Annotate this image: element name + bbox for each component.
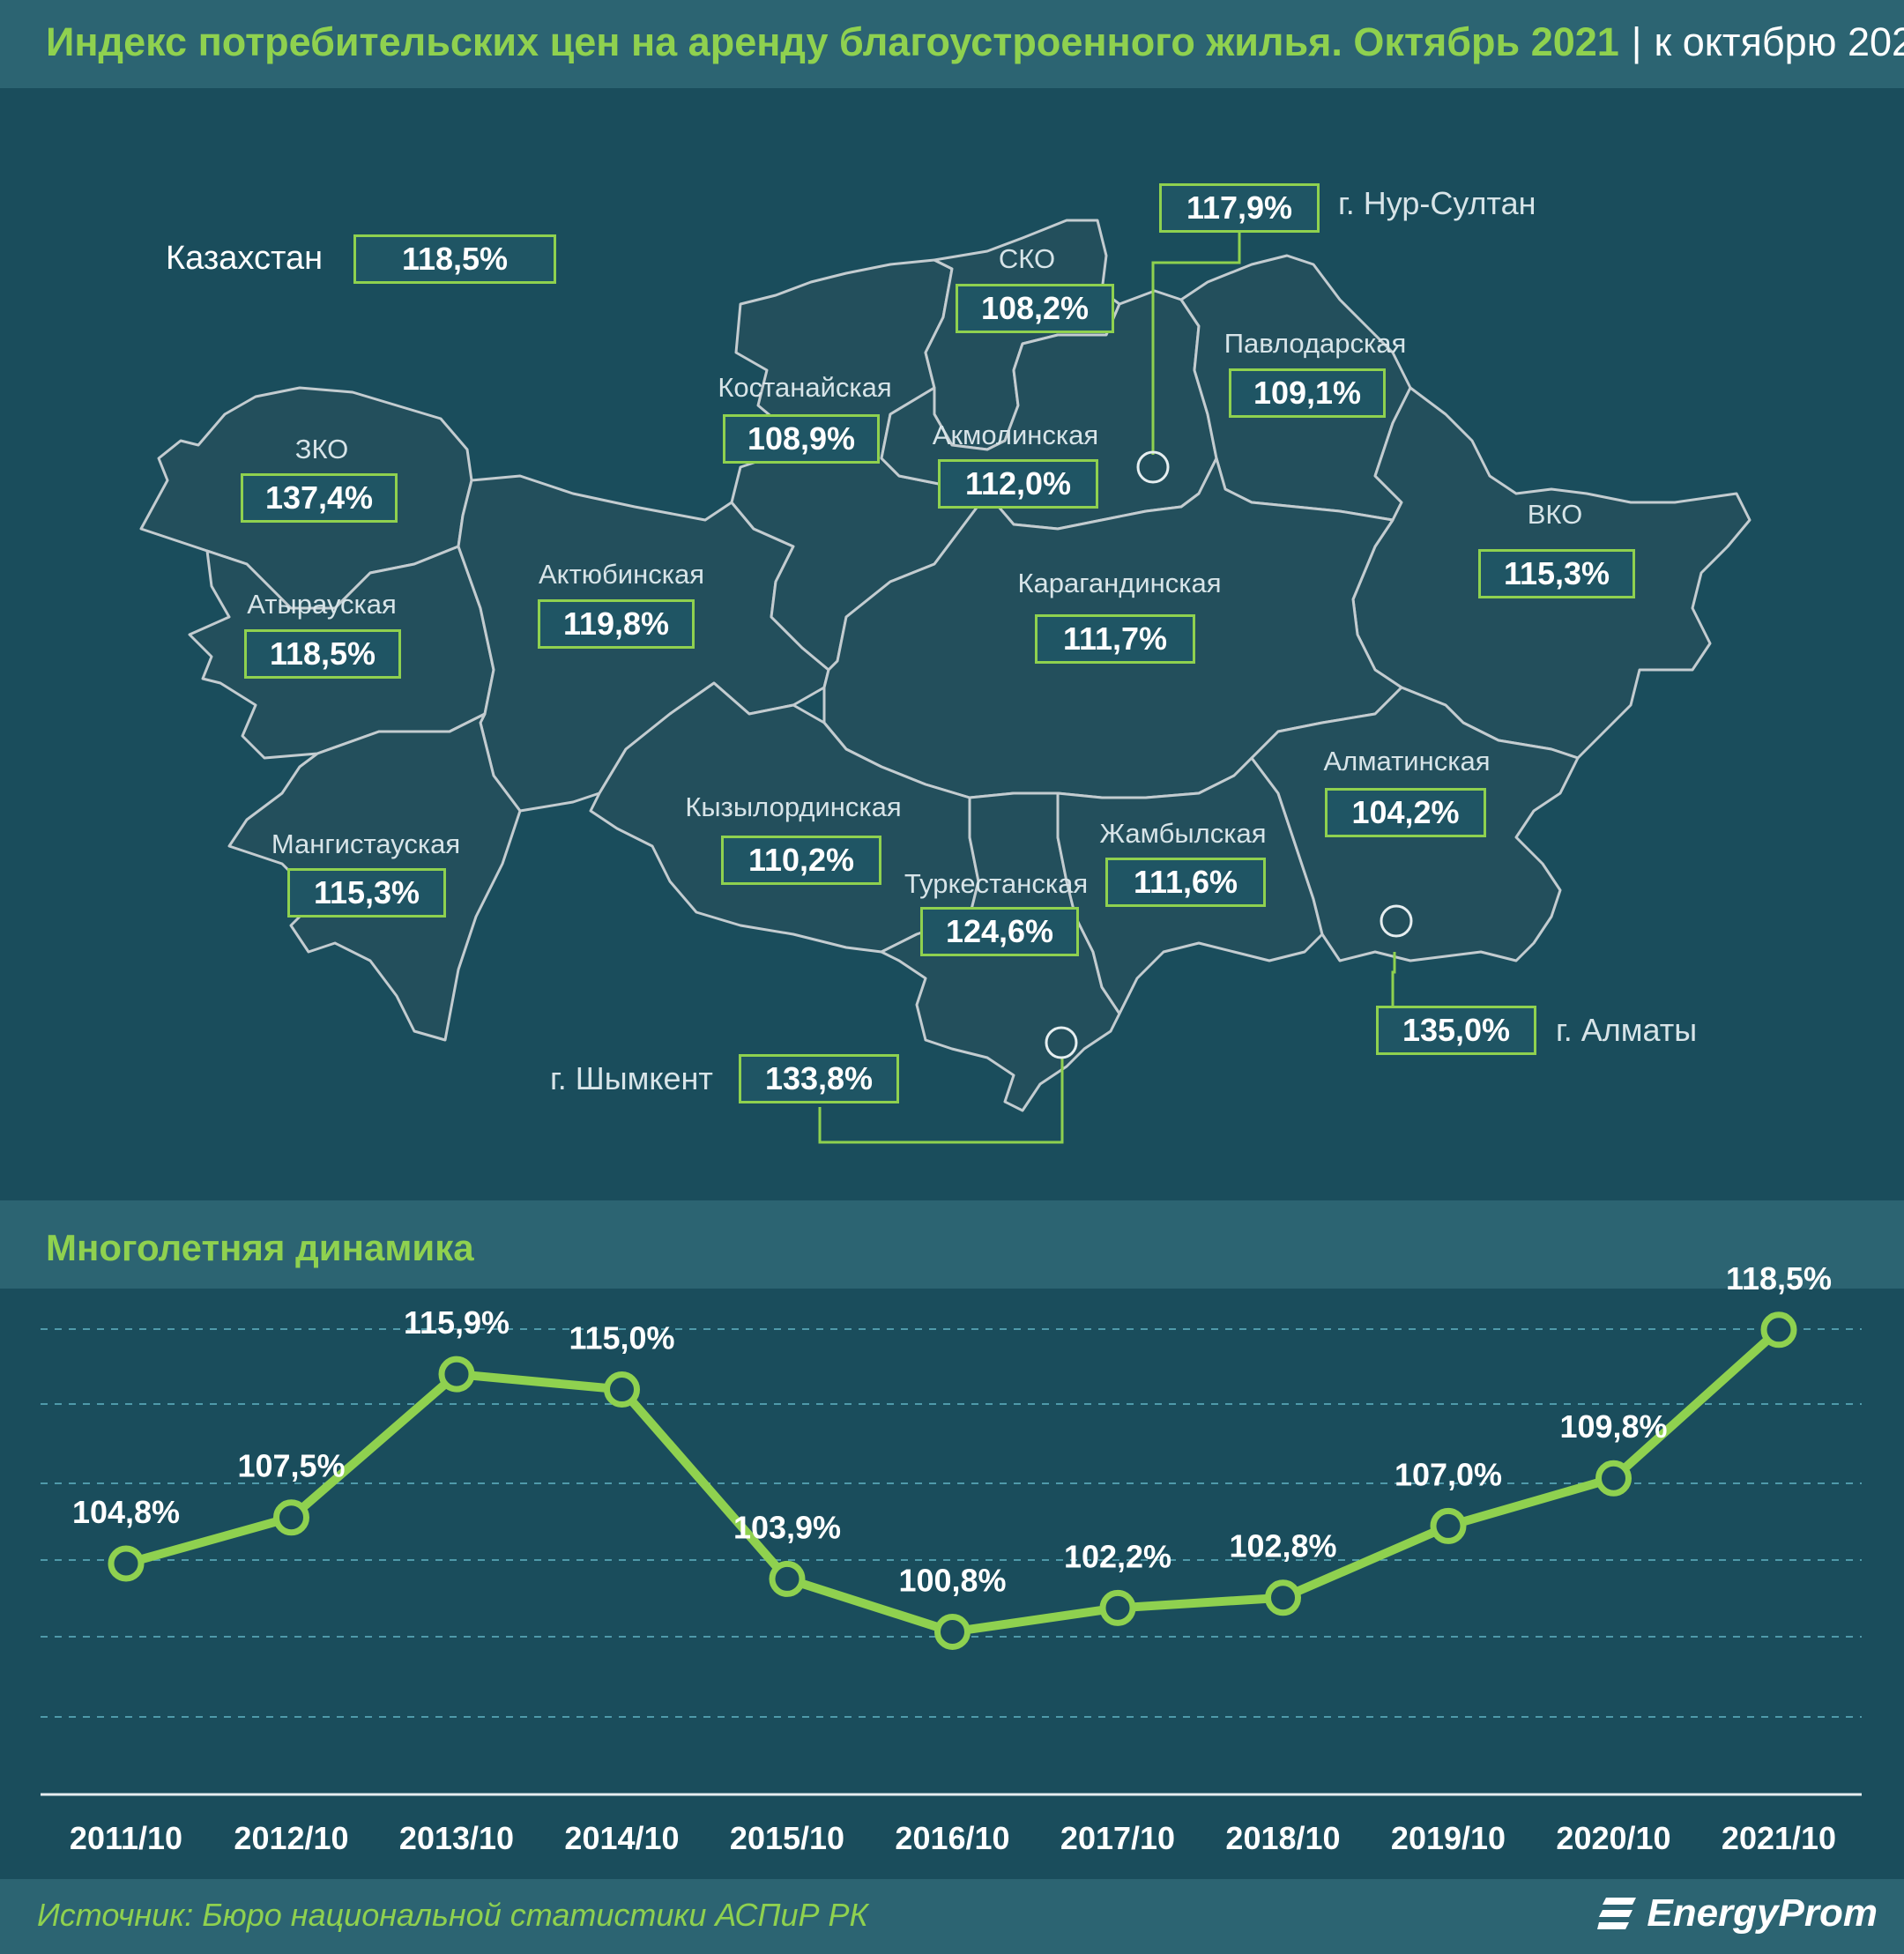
leader-almaty (1391, 952, 1396, 1007)
leader-shymkent (818, 1058, 1064, 1144)
region-label-karaganda: Карагандинская (1017, 568, 1222, 598)
section-title: Многолетняя динамика (46, 1227, 474, 1268)
region-value-pavlodar: 109,1% (1229, 368, 1386, 418)
region-value-sko: 108,2% (956, 284, 1114, 333)
x-tick-label: 2013/10 (399, 1820, 514, 1856)
data-label: 102,8% (1229, 1528, 1336, 1564)
region-label-vko: ВКО (1527, 499, 1583, 530)
footer: Источник: Бюро национальной статистики А… (0, 1879, 1904, 1954)
data-labels: 104,8% 107,5% 115,9% 115,0% 103,9% 100,8% 102,… (72, 1260, 1832, 1599)
data-label: 118,5% (1726, 1260, 1832, 1296)
kazakhstan-label: Казахстан (166, 240, 324, 277)
city-label-almaty: г. Алматы (1556, 1012, 1698, 1048)
x-tick-label: 2017/10 (1060, 1820, 1175, 1856)
data-point (604, 1371, 640, 1408)
kazakhstan-value: 118,5% (353, 234, 556, 284)
region-value-zko: 137,4% (241, 473, 398, 523)
region-value-kostanay: 108,9% (723, 414, 880, 464)
x-tick-label: 2014/10 (564, 1820, 679, 1856)
region-value-karaganda: 111,7% (1035, 614, 1195, 664)
dynamics-line-chart: 104,8% 107,5% 115,9% 115,0% 103,9% 100,8% 102,… (41, 1260, 1862, 1856)
region-label-akmola: Акмолинская (932, 420, 1099, 450)
region-value-almaty: 104,2% (1325, 788, 1486, 837)
data-label: 103,9% (733, 1509, 841, 1545)
x-tick-label: 2011/10 (70, 1820, 182, 1856)
data-point (934, 1613, 971, 1650)
title-separator: | (1631, 19, 1642, 64)
x-tick-label: 2019/10 (1391, 1820, 1506, 1856)
city-label-nur-sultan: г. Нур-Султан (1338, 185, 1536, 221)
data-point (1760, 1311, 1797, 1348)
region-label-almaty: Алматинская (1323, 746, 1491, 776)
region-label-kyzylorda: Кызылординская (685, 791, 902, 822)
almaty-marker (1380, 904, 1413, 938)
leader-nur-sultan (1151, 233, 1241, 455)
region-label-aktobe: Актюбинская (539, 559, 704, 590)
source-note: Источник: Бюро национальной статистики А… (37, 1897, 868, 1933)
data-point (1265, 1579, 1301, 1616)
page-subtitle: к октябрю 2020 (1654, 19, 1904, 64)
data-label: 115,9% (404, 1304, 509, 1341)
x-tick-label: 2018/10 (1225, 1820, 1340, 1856)
data-label: 102,2% (1064, 1538, 1171, 1574)
data-label: 107,5% (237, 1448, 345, 1484)
nur-sultan-marker (1136, 450, 1170, 484)
x-tick-labels: 2011/10 2012/10 2013/10 2014/10 2015/10 2016/… (70, 1820, 1836, 1856)
brand-logo: EnergyProm (1597, 1891, 1878, 1935)
city-value-shymkent: 133,8% (739, 1054, 899, 1103)
region-label-zko: ЗКО (294, 434, 349, 464)
page-title: Индекс потребительских цен на аренду бла… (46, 19, 1904, 65)
region-value-aktobe: 119,8% (538, 599, 695, 649)
region-label-kostanay: Костанайская (718, 372, 892, 403)
energyprom-logo-icon (1597, 1898, 1637, 1929)
shymkent-marker (1045, 1026, 1078, 1059)
region-value-vko: 115,3% (1478, 549, 1635, 598)
header: Индекс потребительских цен на аренду бла… (0, 0, 1904, 88)
grid-lines (41, 1328, 1862, 1718)
region-value-kyzylorda: 110,2% (721, 836, 881, 885)
x-tick-label: 2021/10 (1722, 1820, 1836, 1856)
data-point (1595, 1460, 1632, 1497)
city-label-shymkent: г. Шымкент (550, 1060, 713, 1096)
region-value-atyrau: 118,5% (244, 629, 401, 679)
region-value-turkestan: 124,6% (920, 907, 1079, 956)
data-point (438, 1356, 475, 1393)
data-label: 107,0% (1395, 1456, 1502, 1492)
section-header: Многолетняя динамика (0, 1200, 1904, 1289)
region-label-atyrau: Атырауская (247, 589, 397, 620)
city-value-nur-sultan: 117,9% (1159, 183, 1320, 233)
data-point (273, 1499, 309, 1536)
data-label: 104,8% (72, 1494, 180, 1530)
region-value-akmola: 112,0% (938, 459, 1098, 509)
region-label-pavlodar: Павлодарская (1223, 328, 1407, 359)
data-point (1430, 1507, 1467, 1544)
data-label: 115,0% (569, 1320, 674, 1356)
x-tick-label: 2016/10 (895, 1820, 1009, 1856)
x-tick-label: 2015/10 (730, 1820, 844, 1856)
region-label-sko: СКО (998, 243, 1056, 274)
data-point (108, 1545, 145, 1582)
x-tick-label: 2012/10 (234, 1820, 348, 1856)
chart-area (0, 1289, 1904, 1879)
region-label-zhambyl: Жамбылская (1099, 818, 1267, 849)
region-label-mangistau: Мангистауская (271, 828, 461, 859)
brand-name: EnergyProm (1647, 1891, 1878, 1935)
data-points (108, 1311, 1797, 1650)
region-label-turkestan: Туркестанская (904, 868, 1089, 899)
city-value-almaty: 135,0% (1376, 1006, 1536, 1055)
region-value-mangistau: 115,3% (287, 868, 446, 918)
data-label: 109,8% (1559, 1408, 1667, 1445)
data-point (769, 1560, 806, 1597)
data-label: 100,8% (898, 1562, 1006, 1598)
data-point (1099, 1589, 1136, 1626)
region-value-zhambyl: 111,6% (1105, 858, 1266, 907)
x-tick-label: 2020/10 (1556, 1820, 1670, 1856)
